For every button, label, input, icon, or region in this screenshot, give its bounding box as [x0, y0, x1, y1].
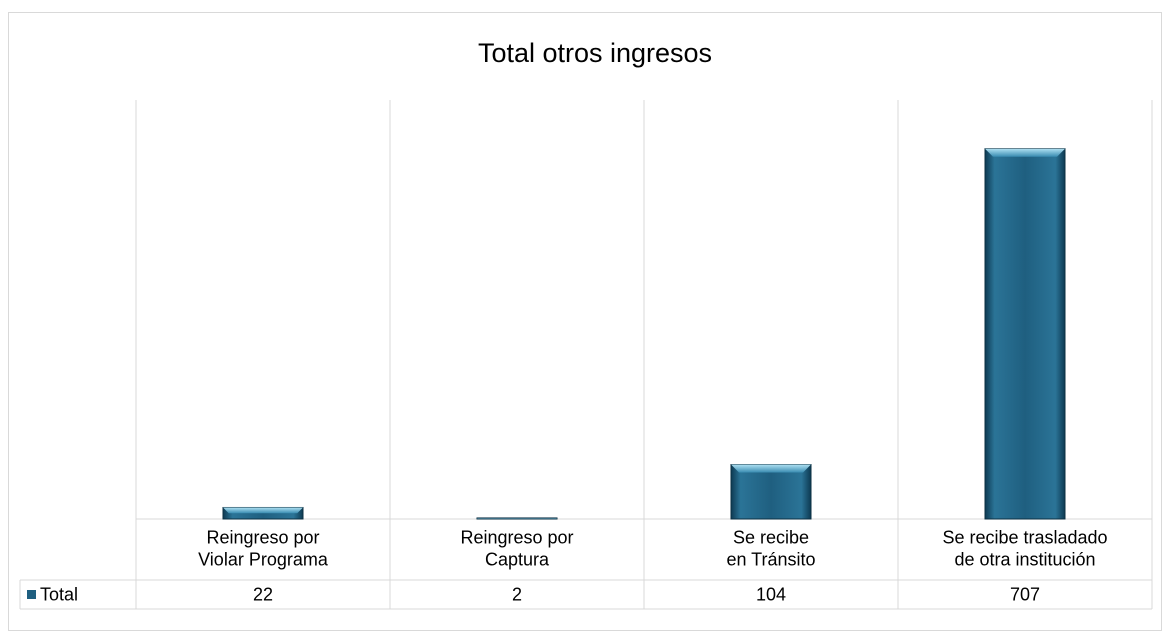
- bar: [222, 506, 304, 520]
- legend-key: [27, 590, 36, 599]
- x-tick-label: Reingreso por Captura: [460, 527, 573, 569]
- bar: [730, 464, 812, 520]
- bar: [476, 517, 558, 520]
- table-value: 104: [756, 584, 786, 604]
- bar: [984, 148, 1066, 520]
- x-tick-label: Se recibe trasladado de otra institución: [942, 527, 1107, 569]
- x-tick-label: Se recibe en Tránsito: [726, 527, 815, 569]
- table-value: 2: [512, 584, 522, 604]
- chart-title: Total otros ingresos: [478, 38, 712, 68]
- x-tick-label: Reingreso por Violar Programa: [198, 527, 329, 569]
- legend-label: Total: [40, 584, 78, 604]
- table-value: 707: [1010, 584, 1040, 604]
- chart-border: [8, 12, 1162, 631]
- table-value: 22: [253, 584, 273, 604]
